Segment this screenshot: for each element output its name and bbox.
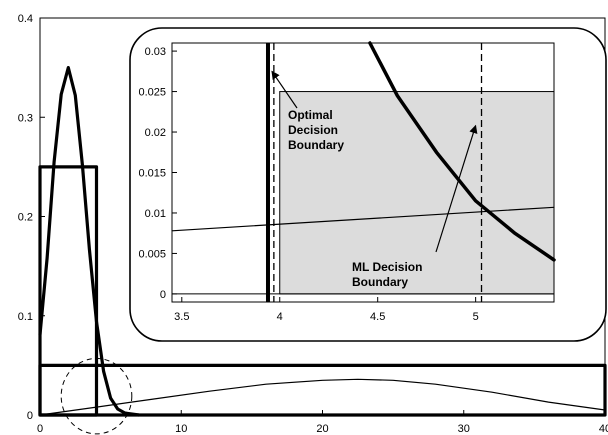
- annotation-label-line: Optimal: [288, 108, 333, 122]
- annotation-label-line: Decision: [288, 123, 338, 137]
- inset-y-tick-label: 0.025: [138, 87, 166, 99]
- main-plot-axes: 01020304000.10.20.30.4: [18, 13, 608, 435]
- annotation-arrow: [435, 124, 478, 253]
- annotation-label-line: Boundary: [288, 138, 344, 152]
- curve-series-0: [38, 66, 140, 417]
- inset-plot-axes: 3.5 4 4.5 5 0 0.005 0.01 0.015 0.02 0.025 0.03: [138, 46, 478, 323]
- inset-curve-0: [368, 41, 556, 262]
- inset-y-tick-label: 0.02: [145, 127, 166, 139]
- annotation-label: Optimal Decision Boundary: [288, 108, 344, 152]
- inset-y-tick-label: 0.01: [145, 208, 166, 220]
- y-tick-label: 0.1: [18, 311, 33, 323]
- inset-x-tick-label: 5: [473, 311, 479, 323]
- inset-plot-series: [171, 41, 556, 302]
- x-tick-label: 20: [316, 423, 328, 435]
- x-tick-label: 40: [599, 423, 608, 435]
- zoom-highlight-circle: [60, 357, 133, 435]
- annotation-label-line: ML Decision: [352, 260, 422, 274]
- y-tick-label: 0: [27, 410, 33, 422]
- curve-series-1: [39, 378, 606, 416]
- x-tick-label: 0: [37, 423, 43, 435]
- inset-y-tick-label: 0.015: [138, 168, 166, 180]
- y-tick-label: 0.2: [18, 212, 33, 224]
- x-tick-label: 30: [458, 423, 470, 435]
- inset-x-tick-label: 4: [277, 311, 283, 323]
- x-tick-label: 10: [175, 423, 187, 435]
- inset-y-tick-label: 0.03: [145, 46, 166, 58]
- inset-plot: 3.5 4 4.5 5 0 0.005 0.01 0.015 0.02 0.025 0.03 Opt…: [129, 27, 607, 342]
- annotation-arrow: [271, 70, 298, 109]
- inset-x-tick-label: 4.5: [370, 311, 385, 323]
- y-tick-label: 0.3: [18, 112, 33, 124]
- y-tick-label: 0.4: [18, 13, 33, 25]
- inset-y-tick-label: 0: [160, 289, 166, 301]
- main-plot: 01020304000.10.20.30.4: [18, 13, 608, 435]
- annotation-label-line: Boundary: [352, 275, 408, 289]
- inset-curve-1: [171, 206, 555, 232]
- inset-x-tick-label: 3.5: [174, 311, 189, 323]
- inset-y-tick-label: 0.005: [138, 248, 166, 260]
- annotation-label: ML Decision Boundary: [352, 260, 422, 289]
